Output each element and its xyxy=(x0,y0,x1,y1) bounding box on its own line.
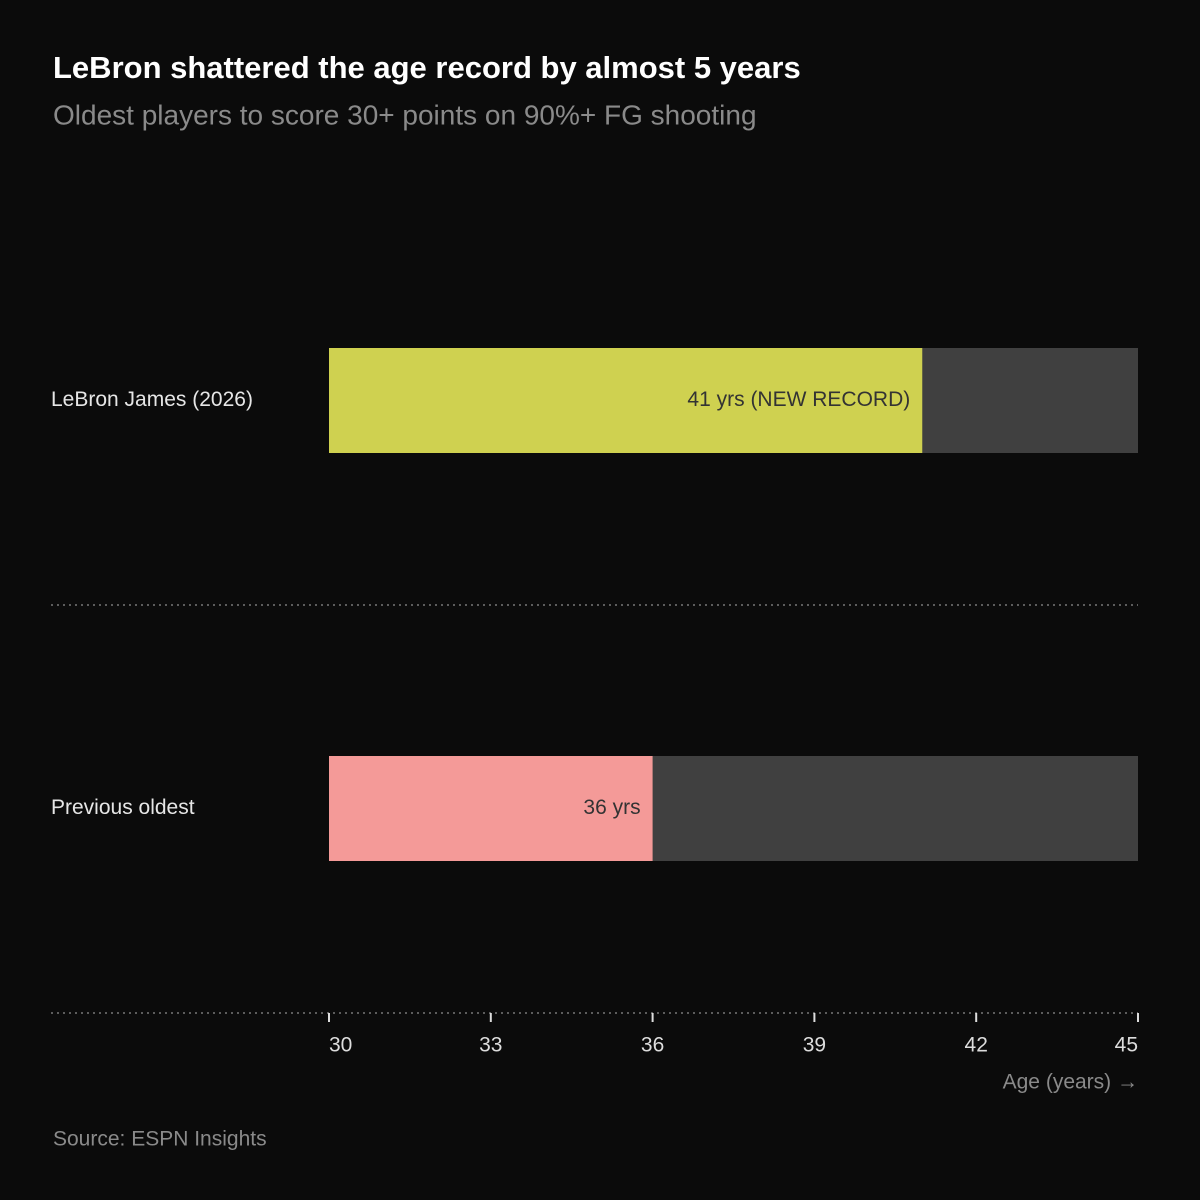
x-tick-label: 45 xyxy=(1115,1034,1138,1057)
value-label: 41 yrs (NEW RECORD) xyxy=(687,388,910,411)
bar xyxy=(329,756,653,861)
bar xyxy=(329,348,923,453)
x-tick-label: 42 xyxy=(965,1034,988,1057)
category-label: Previous oldest xyxy=(51,796,195,819)
x-tick-label: 33 xyxy=(479,1034,502,1057)
source: Source: ESPN Insights xyxy=(53,1128,267,1151)
x-tick-label: 36 xyxy=(641,1034,664,1057)
chart-title: LeBron shattered the age record by almos… xyxy=(53,50,801,85)
x-tick-label: 39 xyxy=(803,1034,826,1057)
value-label: 36 yrs xyxy=(583,796,640,819)
x-tick-label: 30 xyxy=(329,1034,352,1057)
x-axis-label: Age (years) → xyxy=(1003,1071,1138,1094)
chart-subtitle: Oldest players to score 30+ points on 90… xyxy=(53,99,757,130)
category-label: LeBron James (2026) xyxy=(51,388,253,411)
